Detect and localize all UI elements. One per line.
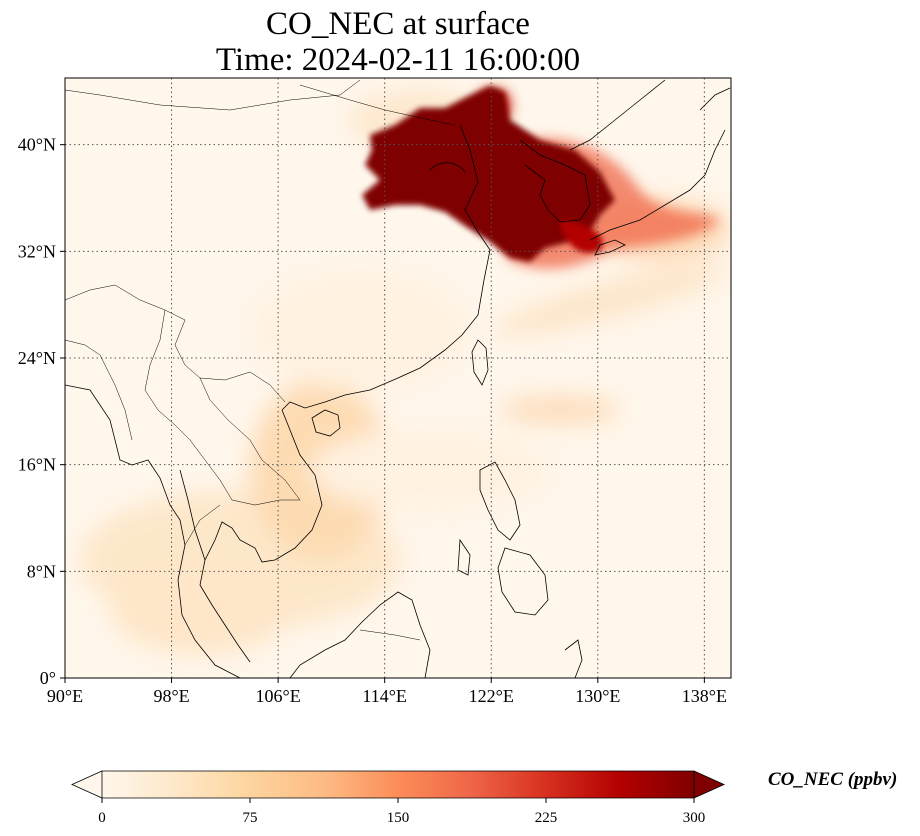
colorbar-tick-label: 150	[387, 810, 410, 826]
lat-tick-label: 8°N	[27, 561, 56, 581]
colorbar-tick-label: 300	[683, 810, 706, 826]
colorbar-extend-low	[71, 770, 103, 799]
colorbar-tick-label: 225	[535, 810, 558, 826]
lon-tick-label: 98°E	[153, 686, 189, 706]
lon-tick-label: 130°E	[575, 686, 620, 706]
colorbar-tick-label: 0	[98, 810, 106, 826]
lat-tick-label: 0°	[40, 668, 56, 688]
map-timestamp: Time: 2024-02-11 16:00:00	[215, 42, 581, 78]
colorbar-tick-label: 75	[243, 810, 258, 826]
lat-tick-label: 32°N	[18, 241, 56, 261]
colorbar-label: CO_NEC (ppbv)	[768, 769, 898, 790]
graticule	[65, 78, 731, 678]
country-borders	[65, 79, 456, 641]
coastlines	[65, 79, 731, 678]
concentration-field	[65, 78, 731, 678]
lat-tick-label: 24°N	[18, 348, 56, 368]
lon-tick-label: 90°E	[47, 686, 83, 706]
colorbar: 0 75 150 225 300	[71, 770, 725, 826]
latitude-axis: 0° 8°N 16°N 24°N 32°N 40°N	[18, 135, 65, 688]
map-title: CO_NEC at surface	[266, 6, 530, 42]
longitude-axis: 90°E 98°E 106°E 114°E 122°E 130°E 138°E	[47, 678, 727, 706]
lon-tick-label: 114°E	[362, 686, 407, 706]
lon-tick-label: 138°E	[682, 686, 727, 706]
lon-tick-label: 106°E	[256, 686, 301, 706]
colorbar-gradient	[102, 771, 694, 798]
lon-tick-label: 122°E	[469, 686, 514, 706]
colorbar-extend-high	[693, 770, 725, 799]
lat-tick-label: 16°N	[18, 455, 56, 475]
plot-frame	[64, 77, 732, 679]
lat-tick-label: 40°N	[18, 135, 56, 155]
